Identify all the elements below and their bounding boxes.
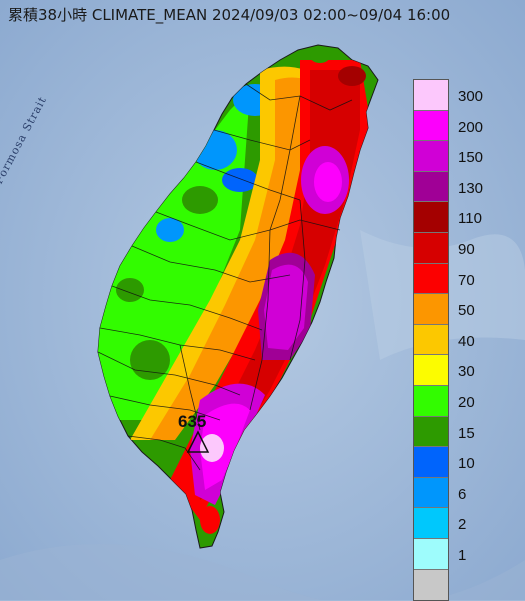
legend-swatch	[414, 324, 448, 356]
color-legend	[413, 79, 449, 601]
legend-swatch	[414, 447, 448, 478]
legend-swatch	[414, 569, 448, 601]
legend-swatch	[414, 171, 448, 203]
legend-swatch	[414, 263, 448, 295]
legend-label: 130	[458, 179, 484, 197]
legend-swatch	[414, 508, 448, 539]
max-value-label: 635	[178, 412, 207, 431]
legend-label: 300	[458, 88, 484, 105]
legend-swatch	[414, 416, 448, 448]
legend-swatch	[414, 202, 448, 233]
legend-swatch	[414, 385, 448, 417]
legend-swatch	[414, 355, 448, 386]
legend-label: 6	[458, 485, 467, 503]
max-marker	[186, 430, 210, 453]
legend-swatch	[414, 477, 448, 509]
legend-label: 20	[458, 394, 475, 411]
legend-label: 1	[458, 547, 467, 564]
legend-label: 40	[458, 332, 475, 350]
legend-label: 10	[458, 455, 475, 473]
legend-label: 30	[458, 363, 475, 381]
legend-swatch	[414, 141, 448, 172]
legend-swatch	[414, 110, 448, 142]
legend-label: 200	[458, 118, 484, 136]
legend-label: 150	[458, 149, 484, 167]
legend-swatch	[414, 294, 448, 325]
legend-label: 50	[458, 302, 475, 320]
map-title: 累積38小時 CLIMATE_MEAN 2024/09/03 02:00~09/…	[8, 6, 451, 24]
legend-swatch	[414, 80, 448, 111]
legend-label: 90	[458, 241, 475, 258]
legend-swatch	[414, 538, 448, 570]
legend-label: 15	[458, 424, 475, 442]
legend-swatch	[414, 232, 448, 264]
legend-label: 70	[458, 271, 475, 289]
legend-label: 2	[458, 516, 467, 534]
legend-label: 110	[458, 210, 482, 228]
